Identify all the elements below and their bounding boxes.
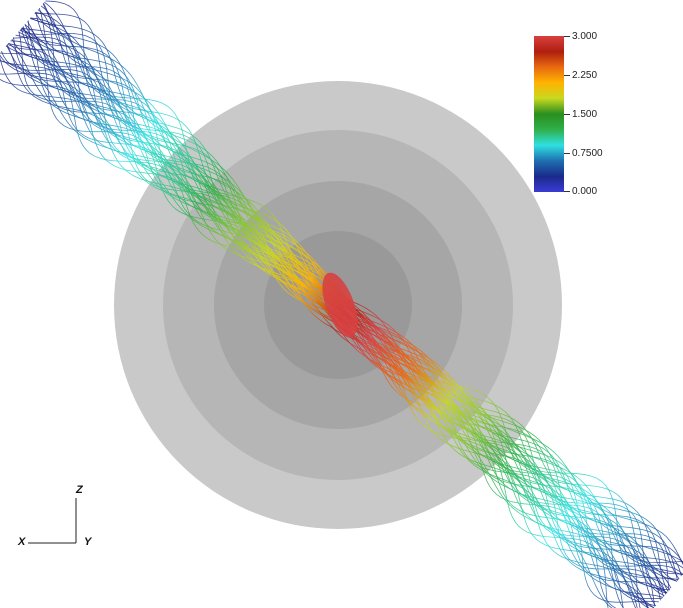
color-legend-gradient [534, 36, 564, 192]
orientation-axes-lines [28, 498, 77, 544]
axis-label-z: Z [76, 484, 83, 496]
color-legend-label: 1.500 [572, 109, 598, 120]
color-legend-tick [564, 153, 570, 154]
color-legend-tick [564, 114, 570, 115]
color-legend-tick [564, 191, 570, 192]
axis-label-x: X [18, 536, 26, 548]
color-legend-tick [564, 36, 570, 37]
color-legend-label: 0.7500 [572, 148, 603, 159]
color-legend-tick [564, 75, 570, 76]
streamline [0, 78, 624, 608]
color-legend-label: 2.250 [572, 70, 598, 81]
color-legend-label-min: 0.000 [572, 186, 598, 197]
orientation-axes: Z X Y [16, 480, 96, 550]
color-legend: 3.000 2.250 1.500 0.7500 0.000 [534, 32, 603, 197]
streamline-core [322, 272, 358, 338]
axis-label-y: Y [84, 536, 92, 548]
streamline [0, 72, 609, 608]
color-legend-label-max: 3.000 [572, 31, 598, 42]
